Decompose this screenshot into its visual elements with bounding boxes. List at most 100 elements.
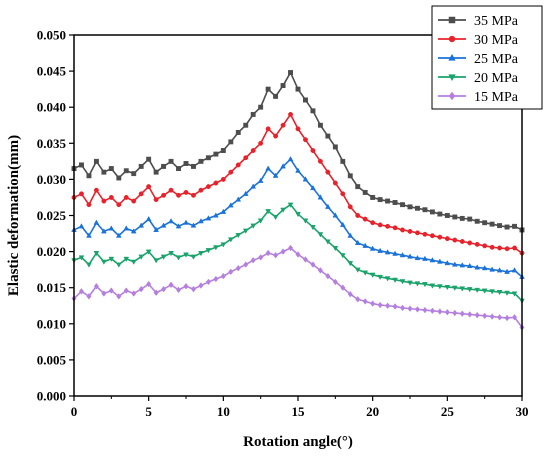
data-point: [190, 285, 196, 293]
data-point: [317, 122, 323, 128]
data-point: [183, 189, 189, 195]
data-point: [429, 209, 435, 215]
data-point: [362, 270, 369, 276]
data-point: [198, 282, 204, 289]
data-point: [332, 180, 338, 186]
data-point: [437, 308, 443, 315]
data-point: [205, 215, 212, 221]
data-point: [205, 278, 211, 286]
data-point: [369, 272, 376, 278]
legend-entry: 20 MPa: [438, 71, 519, 86]
data-point: [437, 258, 443, 264]
data-point: [213, 275, 219, 283]
data-point: [227, 202, 234, 208]
data-point: [362, 298, 368, 305]
data-point: [228, 139, 234, 145]
data-point: [325, 203, 331, 209]
data-point: [198, 158, 204, 164]
data-point: [504, 224, 510, 230]
data-point: [429, 233, 435, 239]
y-tick-label: 0.045: [37, 64, 67, 79]
y-axis: 0.000 0.005 0.010 0.015 0.020 0.025 0.030 0.035…: [37, 28, 74, 404]
data-point: [489, 289, 495, 295]
data-point: [466, 287, 473, 293]
data-point: [79, 162, 84, 168]
data-point: [489, 221, 495, 227]
legend-label: 25 MPa: [474, 52, 519, 67]
y-tick-label: 0.000: [37, 389, 66, 404]
data-point: [437, 284, 443, 290]
data-point: [392, 303, 398, 310]
data-point: [489, 266, 495, 272]
data-point: [317, 158, 323, 164]
data-point: [205, 155, 211, 161]
data-point: [198, 187, 204, 193]
data-point: [496, 267, 503, 273]
data-point: [400, 304, 406, 312]
data-point: [332, 144, 338, 150]
data-point: [146, 156, 152, 162]
y-tick-label: 0.015: [37, 280, 67, 295]
data-point: [235, 130, 241, 135]
data-point: [295, 251, 301, 258]
data-point: [220, 272, 226, 280]
data-point: [385, 223, 391, 229]
legend-label: 15 MPa: [474, 90, 519, 105]
data-point: [407, 204, 413, 210]
data-point: [116, 293, 122, 300]
data-point: [504, 290, 510, 296]
data-point: [295, 212, 301, 218]
data-point: [444, 213, 450, 218]
data-point: [362, 189, 368, 195]
data-point: [482, 312, 488, 320]
data-point: [400, 202, 405, 208]
x-tick-label: 30: [516, 404, 529, 419]
series-20-mpa: [71, 202, 525, 304]
data-point: [93, 158, 99, 164]
y-tick-label: 0.020: [37, 244, 66, 259]
data-point: [131, 198, 137, 204]
data-point: [302, 218, 309, 224]
data-point: [272, 214, 279, 221]
data-point: [115, 262, 122, 268]
data-point: [213, 245, 219, 251]
data-point: [511, 291, 518, 297]
data-point: [168, 281, 174, 289]
legend-label: 30 MPa: [474, 33, 519, 48]
data-point: [220, 208, 227, 214]
data-point: [407, 253, 413, 259]
data-point: [310, 261, 316, 268]
data-point: [415, 205, 420, 211]
data-point: [325, 133, 331, 139]
data-point: [220, 148, 226, 153]
data-point: [183, 252, 189, 258]
data-point: [466, 262, 473, 269]
data-point: [183, 161, 189, 166]
data-point: [452, 237, 458, 243]
y-tick-label: 0.050: [37, 28, 66, 43]
data-point: [377, 197, 383, 203]
data-point: [145, 249, 152, 255]
data-point: [295, 126, 301, 132]
data-point: [153, 289, 159, 297]
data-point: [339, 253, 346, 259]
data-point: [377, 222, 383, 228]
data-point: [407, 280, 413, 286]
data-point: [451, 285, 458, 291]
data-point: [228, 169, 234, 175]
data-point: [265, 86, 271, 92]
data-point: [422, 255, 428, 261]
data-point: [317, 232, 324, 238]
legend-label: 20 MPa: [474, 71, 519, 86]
data-point: [168, 251, 174, 257]
data-point: [429, 307, 435, 315]
legend-label: 35 MPa: [474, 14, 519, 29]
data-point: [392, 225, 398, 231]
data-point: [444, 284, 451, 291]
x-tick-label: 15: [292, 404, 306, 419]
data-point: [512, 314, 518, 321]
data-point: [168, 158, 174, 164]
data-point: [153, 169, 159, 175]
data-point: [347, 232, 354, 238]
data-point: [250, 223, 257, 229]
